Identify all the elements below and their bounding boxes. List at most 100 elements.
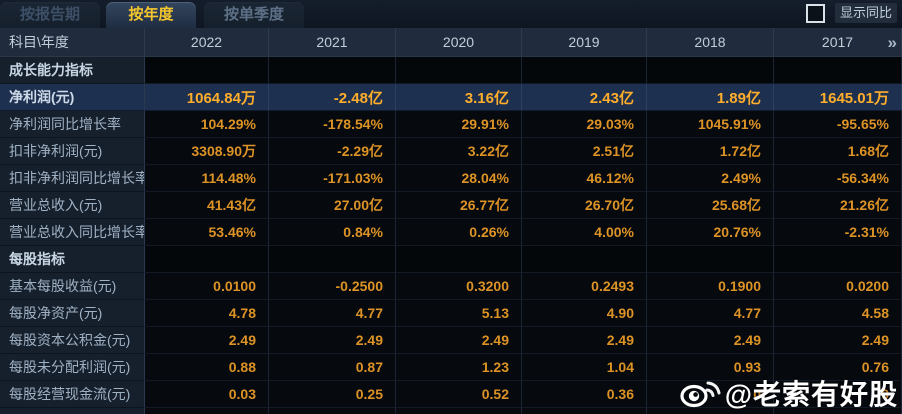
value-cell [522, 246, 647, 273]
row-label: 每股未分配利润(元) [0, 354, 145, 381]
value-cell: 104.29% [145, 111, 269, 138]
row-label: 扣非净利润同比增长率 [0, 165, 145, 192]
value-cell [269, 57, 396, 84]
value-cell [396, 408, 522, 414]
row-label: 每股经营现金流(元) [0, 381, 145, 408]
table-row[interactable]: 净利润同比增长率 104.29% -178.54% 29.91% 29.03% 1045.… [0, 111, 902, 138]
row-label: 净利润同比增长率 [0, 111, 145, 138]
table-row[interactable]: 营业总收入同比增长率 53.46% 0.84% 0.26% 4.00% 20.76% -2.… [0, 219, 902, 246]
table-row[interactable]: 营业总收入(元) 41.43亿 27.00亿 26.77亿 26.70亿 25.68亿 21… [0, 192, 902, 219]
value-cell [647, 408, 774, 414]
value-cell: 1.23 [396, 354, 522, 381]
value-cell: 2.49% [647, 165, 774, 192]
row-label [0, 408, 145, 414]
value-cell [774, 408, 902, 414]
table-row[interactable]: 扣非净利润同比增长率 114.48% -171.03% 28.04% 46.12% 2.4… [0, 165, 902, 192]
value-cell: 3308.90万 [145, 138, 269, 165]
value-cell: 1.04 [522, 354, 647, 381]
value-cell [145, 408, 269, 414]
value-cell: 2.49 [522, 327, 647, 354]
table-row[interactable]: 每股未分配利润(元) 0.88 0.87 1.23 1.04 0.93 0.76 [0, 354, 902, 381]
value-cell: 0.26% [396, 219, 522, 246]
value-cell: -2.29亿 [269, 138, 396, 165]
value-cell: 1064.84万 [145, 84, 269, 111]
table-row[interactable]: 成长能力指标 [0, 57, 902, 84]
value-cell: -2.48亿 [269, 84, 396, 111]
value-cell: 2.51亿 [522, 138, 647, 165]
value-cell: 0.0100 [145, 273, 269, 300]
table-row[interactable]: 每股资本公积金(元) 2.49 2.49 2.49 2.49 2.49 2.49 [0, 327, 902, 354]
tab-by-report-period[interactable]: 按报告期 [0, 2, 100, 28]
value-cell [145, 246, 269, 273]
value-cell: 41.43亿 [145, 192, 269, 219]
table-row[interactable]: 扣非净利润(元) 3308.90万 -2.29亿 3.22亿 2.51亿 1.72亿 1.6… [0, 138, 902, 165]
tab-by-quarter[interactable]: 按单季度 [204, 2, 304, 28]
row-label: 每股资本公积金(元) [0, 327, 145, 354]
row-label: 扣非净利润(元) [0, 138, 145, 165]
value-cell [647, 246, 774, 273]
value-cell: 1645.01万 [774, 84, 902, 111]
value-cell: 0.0200 [774, 273, 902, 300]
value-cell: 4.78 [145, 300, 269, 327]
value-cell: 3.16亿 [396, 84, 522, 111]
value-cell: 4.90 [522, 300, 647, 327]
value-cell: 29.03% [522, 111, 647, 138]
year-header-2021[interactable]: 2021 [269, 28, 396, 57]
value-cell: 0.03 [145, 381, 269, 408]
row-label: 成长能力指标 [0, 57, 145, 84]
tab-by-year[interactable]: 按年度 [106, 2, 196, 28]
value-cell: 0.93 [647, 354, 774, 381]
value-cell: -178.54% [269, 111, 396, 138]
more-years-chevron-icon[interactable]: » [887, 32, 898, 52]
year-header-2020[interactable]: 2020 [396, 28, 522, 57]
value-cell [522, 57, 647, 84]
value-cell: 0.84% [269, 219, 396, 246]
value-cell: -2.31% [774, 219, 902, 246]
table-body: 成长能力指标 净利润(元) 1064.84万 -2.48亿 3.16亿 2.43亿 1.89… [0, 57, 902, 408]
table-row[interactable]: 每股指标 [0, 246, 902, 273]
value-cell: 1.68亿 [774, 138, 902, 165]
table-row[interactable]: 基本每股收益(元) 0.0100 -0.2500 0.3200 0.2493 0.1900… [0, 273, 902, 300]
value-cell: 2.43亿 [522, 84, 647, 111]
row-label: 每股指标 [0, 246, 145, 273]
value-cell [396, 57, 522, 84]
year-header-2019[interactable]: 2019 [522, 28, 647, 57]
year-header-2022[interactable]: 2022 [145, 28, 269, 57]
value-cell: 0.52 [396, 381, 522, 408]
value-cell: 2.49 [269, 327, 396, 354]
value-cell [774, 246, 902, 273]
value-cell: 0.25 [269, 381, 396, 408]
year-header-2018[interactable]: 2018 [647, 28, 774, 57]
show-yoy-label[interactable]: 显示同比 [834, 3, 897, 23]
value-cell: 28.04% [396, 165, 522, 192]
year-header-2017[interactable]: 2017 [774, 28, 902, 57]
row-label: 营业总收入(元) [0, 192, 145, 219]
value-cell: 4.00% [522, 219, 647, 246]
value-cell: 0.2493 [522, 273, 647, 300]
value-cell: 2.49 [396, 327, 522, 354]
table-row[interactable]: 每股净资产(元) 4.78 4.77 5.13 4.90 4.77 4.58 [0, 300, 902, 327]
period-tabbar: 按报告期 按年度 按单季度 显示同比 [0, 0, 902, 28]
value-cell [396, 246, 522, 273]
value-cell: 26.70亿 [522, 192, 647, 219]
value-cell [269, 408, 396, 414]
value-cell: 0.87 [269, 354, 396, 381]
value-cell: 0.3200 [396, 273, 522, 300]
value-cell: 4.58 [774, 300, 902, 327]
table-row[interactable]: 净利润(元) 1064.84万 -2.48亿 3.16亿 2.43亿 1.89亿 1645.… [0, 84, 902, 111]
value-cell: 1.89亿 [647, 84, 774, 111]
show-yoy-checkbox[interactable] [806, 4, 825, 23]
value-cell: 21.26亿 [774, 192, 902, 219]
value-cell: 3.22亿 [396, 138, 522, 165]
value-cell: 4.77 [269, 300, 396, 327]
value-cell: 0.36 [522, 381, 647, 408]
value-cell: -95.65% [774, 111, 902, 138]
row-label: 基本每股收益(元) [0, 273, 145, 300]
value-cell: 25.68亿 [647, 192, 774, 219]
table-row[interactable]: 每股经营现金流(元) 0.03 0.25 0.52 0.36 0 9 [0, 381, 902, 408]
value-cell: 1.72亿 [647, 138, 774, 165]
value-cell: 0.76 [774, 354, 902, 381]
value-cell: 29.91% [396, 111, 522, 138]
value-cell: 2.49 [145, 327, 269, 354]
